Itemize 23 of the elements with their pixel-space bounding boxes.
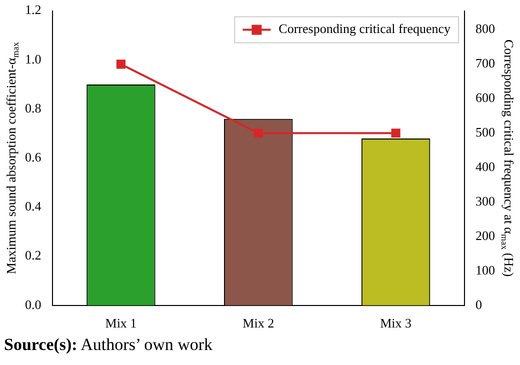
x-tick-label: Mix 3 <box>380 316 412 331</box>
source-note: Source(s): Authors’ own work <box>3 335 214 355</box>
y-tick-label: 1.0 <box>25 51 42 66</box>
y2-tick-label: 800 <box>476 21 495 36</box>
legend-label: Corresponding critical frequency <box>278 21 451 36</box>
y2-tick-label: 700 <box>476 56 495 71</box>
y-tick-label: 1.2 <box>25 2 42 18</box>
y2-tick-label: 300 <box>476 193 495 208</box>
y2-axis-title: Corresponding critical frequency at αmax (Hz) <box>500 39 517 277</box>
x-tick-label: Mix 2 <box>242 316 274 331</box>
y-tick-label: 0.4 <box>25 198 42 214</box>
y-tick-label: 0.6 <box>25 150 42 165</box>
y2-tick-label: 500 <box>476 124 495 140</box>
y-tick-label: 0.0 <box>25 296 42 312</box>
y2-tick-label: 100 <box>476 262 495 278</box>
x-tick-label: Mix 1 <box>105 316 137 331</box>
y2-tick-label: 600 <box>476 90 495 106</box>
y2-tick-label: 400 <box>476 158 495 174</box>
y-axis-title: Maximum sound absorption coefficient-αmax <box>3 42 20 274</box>
y2-tick-label: 0 <box>476 296 482 312</box>
y-tick-label: 0.2 <box>25 248 42 263</box>
y-tick-label: 0.8 <box>25 100 42 116</box>
y2-tick-label: 200 <box>476 228 495 243</box>
